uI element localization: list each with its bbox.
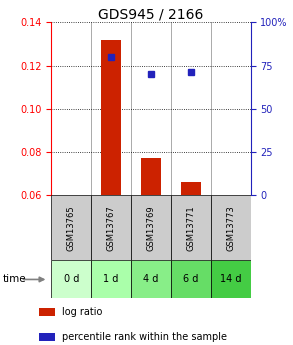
Text: 14 d: 14 d xyxy=(220,275,241,284)
Text: 0 d: 0 d xyxy=(64,275,79,284)
Bar xyxy=(211,260,251,298)
Bar xyxy=(181,182,201,195)
Bar xyxy=(131,195,171,260)
Bar xyxy=(39,333,55,341)
Text: GSM13767: GSM13767 xyxy=(107,205,115,250)
Text: GSM13771: GSM13771 xyxy=(186,205,195,250)
Bar xyxy=(39,308,55,316)
Text: GSM13773: GSM13773 xyxy=(226,205,235,250)
Bar xyxy=(91,195,131,260)
Bar xyxy=(91,260,131,298)
Bar xyxy=(51,260,91,298)
Text: GSM13769: GSM13769 xyxy=(146,205,155,250)
Bar xyxy=(171,195,211,260)
Bar xyxy=(141,158,161,195)
Bar xyxy=(211,195,251,260)
Title: GDS945 / 2166: GDS945 / 2166 xyxy=(98,7,204,21)
Text: log ratio: log ratio xyxy=(62,307,102,317)
Text: time: time xyxy=(3,275,27,284)
Text: 1 d: 1 d xyxy=(103,275,119,284)
Text: 6 d: 6 d xyxy=(183,275,198,284)
Bar xyxy=(131,260,171,298)
Bar xyxy=(171,260,211,298)
Text: 4 d: 4 d xyxy=(143,275,159,284)
Text: GSM13765: GSM13765 xyxy=(67,205,76,250)
Text: percentile rank within the sample: percentile rank within the sample xyxy=(62,332,227,342)
Bar xyxy=(101,40,121,195)
Bar xyxy=(51,195,91,260)
